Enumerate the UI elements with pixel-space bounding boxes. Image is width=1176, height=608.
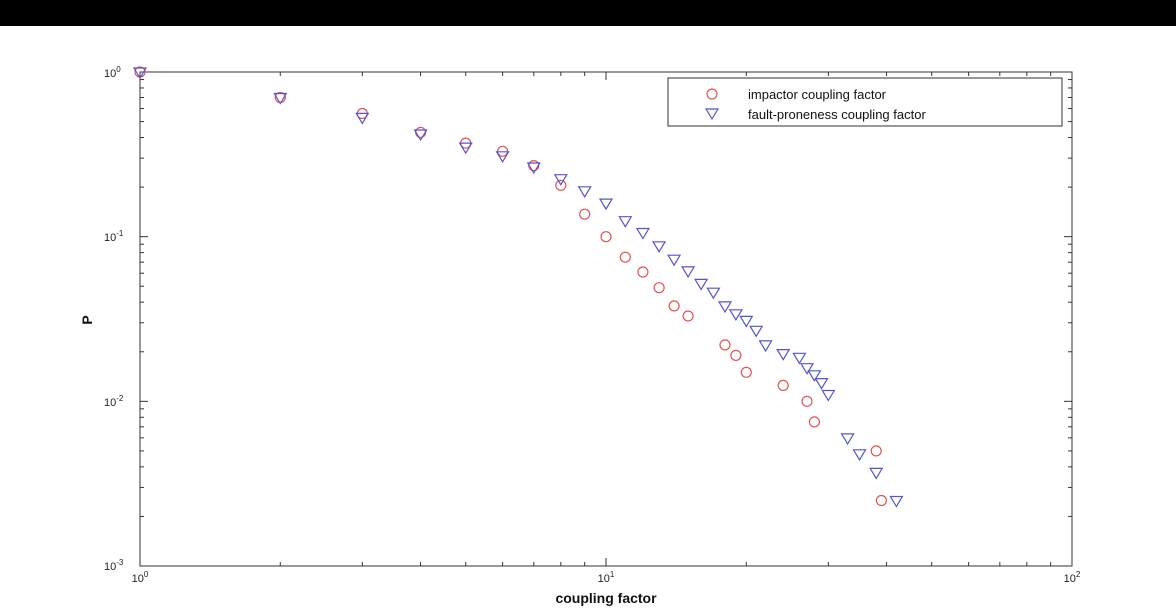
fault-proneness-point <box>355 112 370 125</box>
fault-proneness-point <box>739 315 754 328</box>
fault-proneness-point <box>717 301 733 314</box>
y-tick-label: 10-1 <box>104 229 124 244</box>
fault-proneness-point <box>758 340 773 353</box>
fault-proneness-point <box>652 241 667 253</box>
fault-proneness-point <box>577 186 592 198</box>
y-tick-label: 10-3 <box>104 558 124 573</box>
legend-box <box>667 77 1063 127</box>
fault-proneness-point <box>776 349 791 361</box>
plot-area-frame <box>139 71 1073 567</box>
impactor-point <box>555 179 567 191</box>
legend-marker-triangle <box>704 108 720 121</box>
impactor-point <box>637 266 649 278</box>
impactor-point <box>668 300 680 312</box>
top-bar <box>0 0 1176 26</box>
legend-label-impactor: impactor coupling factor <box>748 87 887 102</box>
x-tick-label: 101 <box>598 570 615 585</box>
fault-proneness-point <box>889 495 904 508</box>
fault-proneness-point <box>495 151 510 163</box>
fault-proneness-point <box>553 174 568 186</box>
impactor-point <box>719 339 731 351</box>
impactor-point <box>653 282 665 294</box>
fault-proneness-point <box>413 129 428 142</box>
fault-proneness-point <box>706 287 721 300</box>
y-axis-label: P <box>79 315 95 324</box>
fault-proneness-point <box>694 278 709 291</box>
impactor-point <box>682 310 694 322</box>
fault-proneness-point <box>132 67 148 80</box>
fault-proneness-point <box>667 254 682 267</box>
fault-proneness-point <box>458 142 473 155</box>
fault-proneness-point <box>273 92 288 105</box>
legend-label-fault-proneness: fault-proneness coupling factor <box>748 107 926 122</box>
tick-marks <box>139 72 1072 567</box>
impactor-point <box>528 160 540 172</box>
fault-proneness-point <box>840 433 855 446</box>
impactor-point <box>579 208 591 220</box>
fault-proneness-point <box>526 162 541 175</box>
fault-proneness-point <box>821 389 836 402</box>
impactor-point <box>808 416 821 428</box>
fault-proneness-point <box>799 363 815 375</box>
fault-proneness-point <box>869 467 884 480</box>
impactor-point <box>619 251 631 263</box>
fault-proneness-point <box>618 216 633 228</box>
x-tick-label: 100 <box>132 570 149 585</box>
y-tick-label: 10-2 <box>104 394 124 409</box>
fault-proneness-point <box>814 378 829 390</box>
fault-proneness-point <box>852 449 867 461</box>
legend-marker-circle <box>706 88 718 100</box>
x-axis-label: coupling factor <box>555 590 657 606</box>
legend: impactor coupling factor fault-proneness… <box>667 77 1063 127</box>
y-tick-labels: 100 10-1 10-2 10-3 <box>104 65 124 573</box>
impactor-point <box>730 349 742 361</box>
data-markers <box>132 66 904 508</box>
impactor-point <box>415 126 427 138</box>
fault-proneness-point <box>792 352 807 365</box>
fault-proneness-point <box>807 370 822 382</box>
x-tick-label: 102 <box>1064 570 1081 585</box>
impactor-point <box>875 494 888 507</box>
fault-proneness-point <box>728 309 743 321</box>
fault-proneness-point <box>635 227 650 240</box>
fault-proneness-point <box>598 198 614 211</box>
fault-proneness-point <box>681 266 696 279</box>
x-tick-labels: 100 101 102 <box>132 570 1081 585</box>
impactor-point <box>740 366 752 378</box>
y-tick-label: 100 <box>104 65 121 80</box>
fault-proneness-point <box>749 325 764 338</box>
impactor-point <box>870 445 882 457</box>
impactor-point <box>600 231 612 243</box>
impactor-point <box>777 379 789 391</box>
impactor-point <box>801 395 813 407</box>
